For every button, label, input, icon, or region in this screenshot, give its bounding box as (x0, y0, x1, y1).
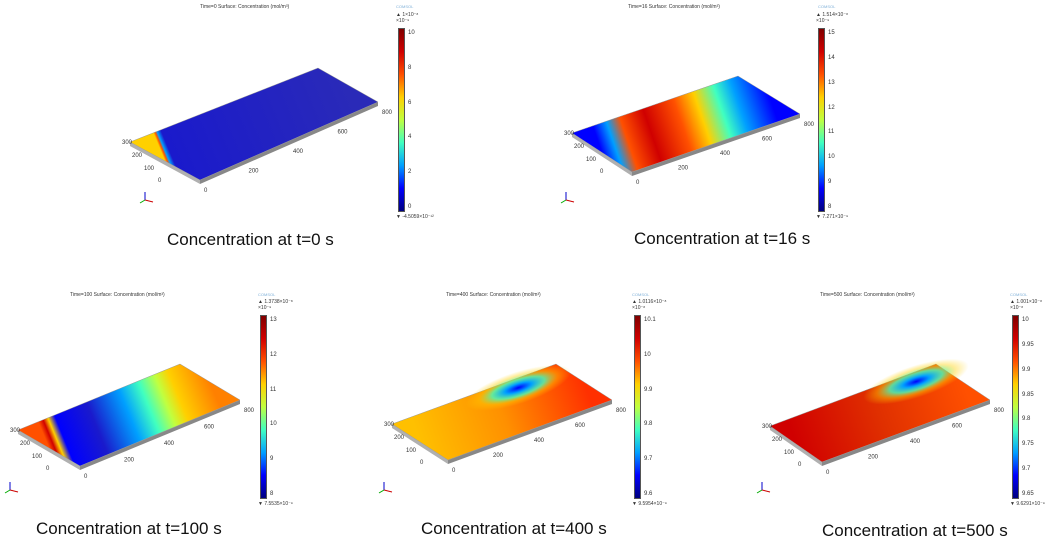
colorbar-min-label: ▼ 7.271×10⁻⁹ (816, 214, 849, 220)
caption-label: Concentration at t=400 s (421, 519, 607, 538)
colorbar-max-label: ▲ 1.3738×10⁻⁸ ×10⁻⁹ (258, 299, 293, 311)
colorbar-tick-label: 4 (408, 134, 412, 141)
plot-panel-t0 (130, 0, 460, 250)
colorbar-min-label: ▼ 9.6291×10⁻⁹ (1010, 501, 1045, 507)
colorbar-tick-label: 10 (408, 30, 415, 36)
plot-title: Time=100 Surface: Concentration (mol/m³) (70, 292, 165, 298)
plot-panel-t16 (560, 0, 860, 250)
colorbar-tick-label: 11 (828, 129, 835, 136)
colorbar-min-label: ▼ -4.5059×10⁻¹² (396, 214, 434, 220)
colorbar-tick-label: 10.1 (644, 317, 656, 323)
colorbar-tick-label: 9.8 (644, 421, 653, 428)
colorbar-max-label: ▲ 1.001×10⁻⁸ ×10⁻⁸ (1010, 299, 1043, 311)
colorbar-tick-label: 10 (270, 421, 277, 428)
comsol-logo: COMSOL (258, 292, 276, 297)
colorbar (260, 315, 267, 499)
colorbar-tick-label: 13 (828, 79, 835, 86)
plot-title: Time=0 Surface: Concentration (mol/m³) (200, 4, 290, 10)
colorbar-max-label: ▲ 1×10⁻⁸ ×10⁻⁹ (396, 12, 419, 24)
caption-label: Concentration at t=16 s (634, 229, 811, 248)
colorbar-tick-label: 8 (270, 491, 274, 497)
comsol-logo: COMSOL (1010, 292, 1028, 297)
colorbar-tick-label: 10 (644, 351, 651, 358)
plot-panel-t100 (0, 288, 300, 538)
colorbar-tick-label: 15 (828, 30, 835, 36)
colorbar-tick-label: 9.85 (1022, 391, 1034, 398)
caption-label: Concentration at t=100 s (36, 519, 222, 538)
plot-title: Time=16 Surface: Concentration (mol/m³) (628, 4, 720, 10)
colorbar-tick-label: 9.8 (1022, 416, 1031, 423)
colorbar-tick-label: 6 (408, 99, 412, 106)
colorbar-min-label: ▼ 7.5535×10⁻⁹ (258, 501, 293, 507)
plot-title: Time=400 Surface: Concentration (mol/m³) (446, 292, 541, 298)
colorbar-tick-label: 0 (408, 204, 412, 210)
colorbar-tick-label: 12 (828, 104, 835, 111)
comsol-logo: COMSOL (396, 4, 414, 9)
colorbar-tick-label: 9 (270, 456, 274, 463)
colorbar-tick-label: 9.9 (644, 386, 653, 393)
colorbar-tick-label: 10 (828, 154, 835, 161)
colorbar-min-label: ▼ 9.5954×10⁻⁹ (632, 501, 667, 507)
plot-title: Time=500 Surface: Concentration (mol/m³) (820, 292, 915, 298)
colorbar-tick-label: 13 (270, 317, 277, 323)
comsol-logo: COMSOL (818, 4, 836, 9)
colorbar (818, 28, 825, 212)
colorbar (398, 28, 405, 212)
colorbar-tick-label: 11 (270, 386, 277, 393)
colorbar (1012, 315, 1019, 499)
comsol-logo: COMSOL (632, 292, 650, 297)
colorbar-tick-label: 9 (828, 179, 832, 186)
colorbar-tick-label: 8 (408, 64, 412, 71)
colorbar-tick-label: 9.95 (1022, 341, 1034, 348)
colorbar-tick-label: 8 (828, 204, 832, 210)
colorbar-tick-label: 9.65 (1022, 491, 1034, 497)
colorbar-tick-label: 14 (828, 54, 835, 61)
colorbar-tick-label: 9.9 (1022, 366, 1031, 373)
caption-label: Concentration at t=500 s (822, 521, 1008, 540)
colorbar-tick-label: 2 (408, 169, 412, 176)
plot-panel-t500 (760, 288, 1052, 538)
colorbar-tick-label: 9.7 (1022, 466, 1031, 473)
colorbar-tick-label: 9.75 (1022, 441, 1034, 448)
colorbar-tick-label: 9.6 (644, 491, 653, 497)
colorbar-tick-label: 9.7 (644, 456, 653, 463)
caption-label: Concentration at t=0 s (167, 230, 334, 249)
colorbar-tick-label: 10 (1022, 317, 1029, 323)
colorbar (634, 315, 641, 499)
colorbar-max-label: ▲ 1.0116×10⁻⁸ ×10⁻⁸ (632, 299, 667, 311)
colorbar-max-label: ▲ 1.514×10⁻⁸ ×10⁻⁹ (816, 12, 849, 24)
colorbar-tick-label: 12 (270, 351, 277, 358)
